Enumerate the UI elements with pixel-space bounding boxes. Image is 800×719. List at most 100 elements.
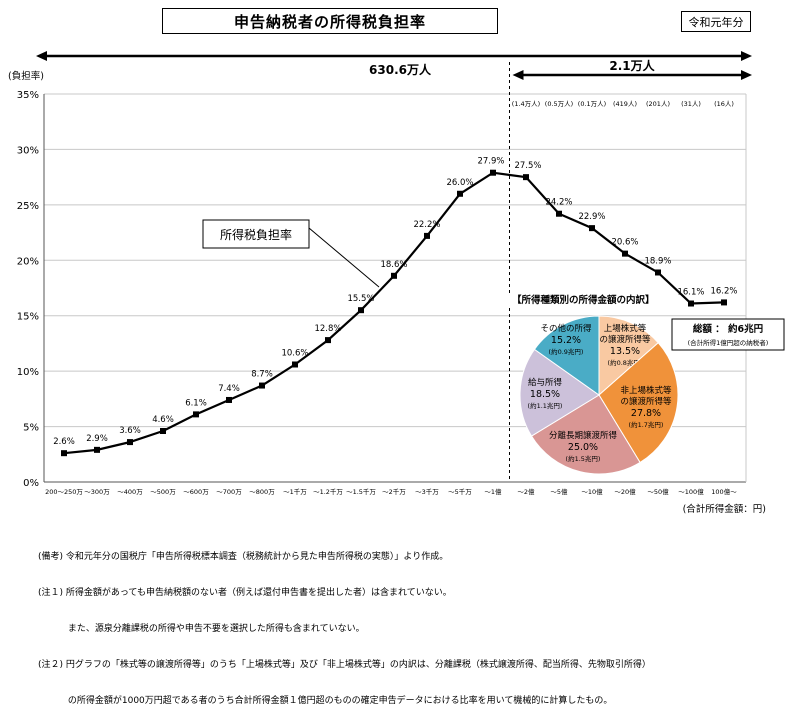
y-tick-label: 25% (17, 201, 39, 212)
data-label: 8.7% (251, 370, 273, 380)
chart-canvas: 0% 5% 10% 15% 20% 25% 30% 35% (負担率) (合計所得金額：円) 200… (8, 51, 785, 515)
x-tick-label: ～2千万 (382, 487, 406, 496)
count-label: (31人) (681, 100, 701, 108)
pie-title-bg (509, 293, 667, 307)
data-label: 20.6% (611, 238, 638, 248)
pie-slice-percent: 13.5% (610, 346, 640, 357)
x-tick-label: ～1.2千万 (313, 487, 343, 496)
count-label: (16人) (714, 100, 734, 108)
x-tick-label: ～1億 (484, 487, 502, 496)
y-tick-label: 0% (23, 478, 39, 489)
data-point (424, 232, 430, 239)
pie-slice-percent: 27.8% (631, 408, 661, 419)
x-tick-label: ～20億 (614, 487, 636, 496)
y-tick-label: 10% (17, 367, 39, 378)
pie-slice-percent: 18.5% (530, 389, 560, 400)
series-callout-box (202, 219, 310, 249)
count-label: (1.4万人) (512, 100, 540, 108)
data-label: 7.4% (218, 384, 240, 394)
data-label: 27.9% (477, 157, 504, 167)
total-range-arrow-head-right (741, 51, 752, 61)
data-point (358, 307, 364, 314)
pie-slice-name: 給与所得 (528, 377, 563, 388)
data-label: 16.2% (710, 286, 737, 296)
x-tick-label: ～600万 (183, 488, 209, 496)
series-callout-leader (308, 227, 380, 288)
data-point (556, 210, 562, 217)
total-range-arrow-head-left (36, 51, 47, 61)
x-tick-label: ～50億 (647, 487, 669, 496)
x-tick-label: ～1.5千万 (346, 487, 376, 496)
footnote-line: (注２) 円グラフの「株式等の譲渡所得等」のうち「上場株式等」及び「非上場株式等… (38, 660, 651, 670)
pie-title: 【所得種類別の所得金額の内訳】 (512, 294, 655, 306)
data-point (655, 269, 661, 276)
pie-slice (533, 315, 600, 396)
x-tick-label: ～100億 (678, 487, 704, 496)
x-axis-label: (合計所得金額：円) (683, 503, 766, 515)
count-label: (201人) (646, 100, 670, 108)
data-label: 2.6% (53, 437, 75, 447)
pie-slice (530, 394, 641, 475)
x-tick-label: ～300万 (84, 488, 110, 496)
data-point (94, 446, 100, 453)
data-label: 24.2% (545, 198, 572, 208)
pie-slice-amount: (約0.9兆円) (549, 347, 584, 356)
x-tick-label: 100億～ (711, 487, 737, 496)
data-point (325, 337, 331, 344)
pie-slice-name: 非上場株式等 (620, 385, 672, 396)
x-tick-label: ～700万 (216, 488, 242, 496)
pie-slice-name: の譲渡所得等 (620, 396, 672, 407)
data-label: 18.9% (644, 256, 671, 266)
data-label: 3.6% (119, 426, 141, 436)
high-income-range-arrow-head-right (741, 70, 752, 80)
data-label: 6.1% (185, 398, 207, 408)
pie-slice-amount: (約1.1兆円) (528, 401, 563, 410)
y-tick-label: 35% (17, 90, 39, 101)
y-tick-label: 15% (17, 312, 39, 323)
data-point (226, 396, 232, 403)
data-label: 4.6% (152, 415, 174, 425)
footnote-line: の所得金額が1000万円超である者のうち合計所得金額１億円超のものの確定申告デー… (38, 696, 613, 706)
pie-slice (598, 342, 679, 464)
pie-total-note: (合計所得1億円超の納税者) (688, 338, 769, 347)
data-point (259, 382, 265, 389)
data-point (490, 169, 496, 176)
pie-slice-name: の譲渡所得等 (599, 334, 651, 345)
data-point (160, 428, 166, 435)
high-income-range-arrow-head-left (512, 70, 524, 80)
footnote-line: (注１) 所得金額があっても申告納税額のない者（例えば還付申告書を提出した者）は… (38, 588, 452, 598)
x-tick-label: ～500万 (150, 488, 176, 496)
x-tick-label: ～400万 (117, 488, 143, 496)
data-label: 16.1% (677, 288, 704, 298)
data-label: 18.6% (380, 260, 407, 270)
chart-title: 申告納税者の所得税負担率 (162, 8, 498, 34)
x-tick-label: 200～250万 (45, 488, 83, 496)
x-tick-label: ～5千万 (448, 487, 472, 496)
pie-total-box (671, 318, 785, 351)
data-label: 27.5% (514, 161, 541, 171)
data-point (523, 174, 529, 181)
pie-slice (519, 348, 600, 437)
data-point (391, 272, 397, 279)
data-point (61, 450, 67, 457)
data-label: 15.5% (347, 294, 374, 304)
count-label: (419人) (613, 100, 637, 108)
data-label: 22.9% (578, 212, 605, 222)
count-label: (0.1万人) (578, 100, 606, 108)
total-range-label: 630.6万人 (369, 62, 432, 77)
data-point (193, 411, 199, 418)
y-tick-label: 5% (23, 423, 39, 434)
x-tick-label: ～2億 (517, 487, 535, 496)
pie-slice-name: 分離長期譲渡所得 (549, 430, 618, 441)
pie-slice-amount: (約1.5兆円) (566, 454, 601, 463)
data-point (622, 250, 628, 257)
high-income-range-label: 2.1万人 (609, 58, 655, 73)
series-callout-label: 所得税負担率 (220, 227, 292, 242)
x-tick-label: ～800万 (249, 488, 275, 496)
pie-slice (598, 315, 659, 397)
data-point (457, 190, 463, 197)
data-point (721, 299, 727, 306)
x-tick-label: ～3千万 (415, 487, 439, 496)
data-point (127, 439, 133, 446)
pie-slice-name: 上場株式等 (604, 323, 647, 334)
